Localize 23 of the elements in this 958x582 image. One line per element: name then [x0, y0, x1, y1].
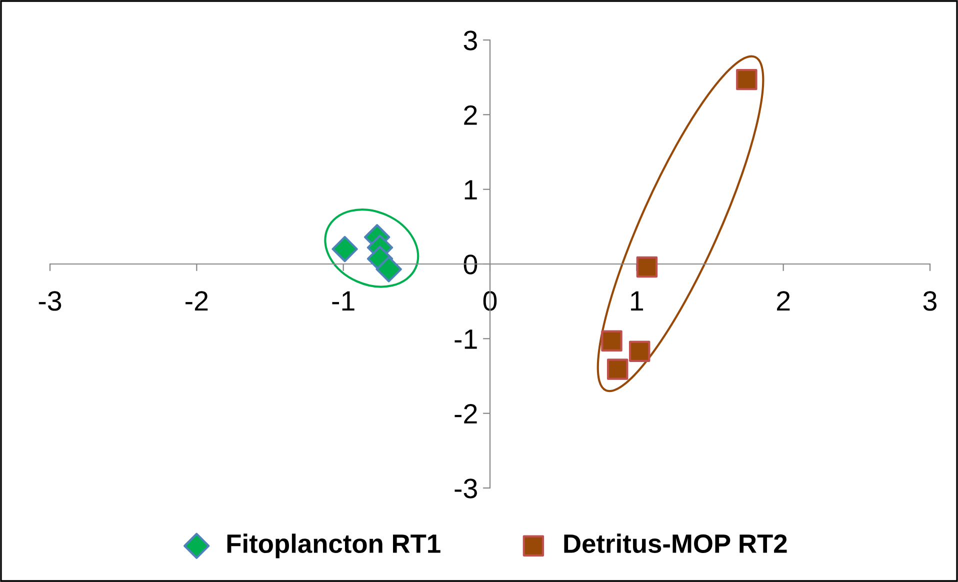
- y-tick-label: 3: [464, 30, 477, 50]
- x-tick-label: -2: [186, 291, 208, 311]
- x-tick-label: 2: [777, 291, 790, 311]
- point: [376, 256, 402, 282]
- y-tick-label: 0: [464, 254, 478, 274]
- legend-label: Fitoplancton RT1: [227, 534, 440, 558]
- x-tick-label: 0: [483, 291, 497, 311]
- point: [332, 236, 358, 262]
- point: [628, 340, 650, 362]
- legend-label: Detritus-MOP RT2: [564, 534, 787, 554]
- y-tick-label: -1: [454, 330, 477, 349]
- y-tick-label: 1: [464, 180, 477, 200]
- point: [636, 256, 658, 278]
- x-tick-label: -3: [38, 291, 62, 311]
- y-tick-label: -3: [454, 478, 477, 498]
- point: [601, 330, 622, 352]
- point: [606, 358, 628, 380]
- y-tick-label: -2: [454, 404, 477, 424]
- point: [736, 68, 758, 90]
- x-tick-label: 1: [631, 291, 644, 311]
- x-tick-label: -1: [332, 291, 354, 311]
- x-tick-label: 3: [923, 291, 937, 311]
- y-tick-label: 2: [464, 105, 477, 125]
